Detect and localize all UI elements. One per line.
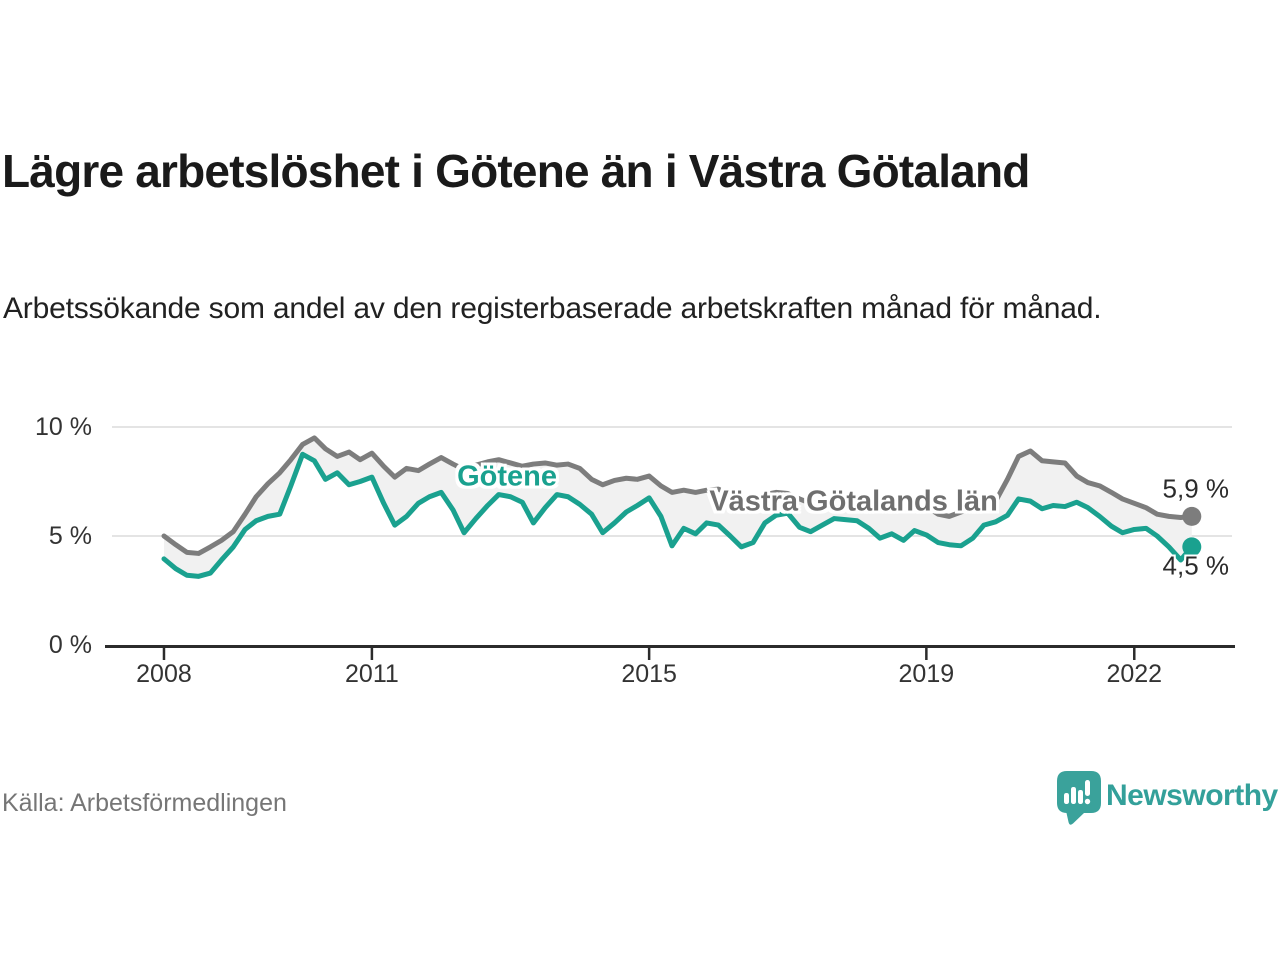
y-axis-tick-label-5: 5 % <box>48 522 92 550</box>
end-value-label-vastra-gotalands-lan: 5,9 % <box>1162 473 1230 504</box>
source-text: Källa: Arbetsförmedlingen <box>2 789 287 817</box>
x-axis-tick-label-2019: 2019 <box>898 660 955 688</box>
page-title: Lägre arbetslöshet i Götene än i Västra … <box>2 145 1030 197</box>
y-axis-tick-label-10: 10 % <box>35 413 92 441</box>
x-axis-tick-label-2015: 2015 <box>621 660 677 688</box>
newsworthy-logo-icon <box>1057 771 1101 825</box>
line-gotene <box>161 451 1195 579</box>
x-axis-tick-label-2011: 2011 <box>345 660 399 688</box>
end-dot-vastra-gotalands-lan <box>1182 506 1202 526</box>
x-axis-tick-label-2022: 2022 <box>1106 660 1163 688</box>
series-label-vastra-gotalands-lan: Västra Götalands län <box>709 485 998 518</box>
series-label-gotene: Götene <box>457 460 557 493</box>
end-value-label-gotene: 4,5 % <box>1162 550 1230 581</box>
bar-chart-glyph <box>1064 780 1091 805</box>
band-between-series <box>163 437 1192 577</box>
y-axis-tick-label-0: 0 % <box>48 631 92 659</box>
chart-subtitle: Arbetssökande som andel av den registerb… <box>3 292 1102 325</box>
line-vastra-gotalands-lan <box>161 435 1195 556</box>
newsworthy-logo-text: Newsworthy <box>1106 779 1278 812</box>
x-axis-tick-label-2008: 2008 <box>136 660 192 688</box>
